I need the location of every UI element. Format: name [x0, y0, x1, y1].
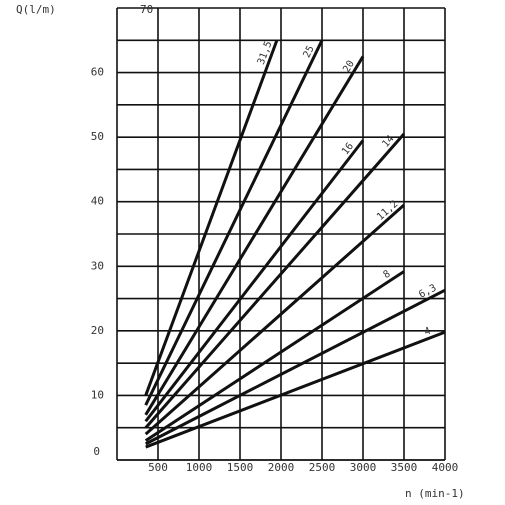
x-tick-label: 3000 [350, 461, 377, 474]
y-axis-title: Q(l/m) [16, 3, 56, 16]
x-axis-title: n (min-1) [405, 487, 465, 500]
x-tick-label: 2500 [309, 461, 336, 474]
y-tick-label: 30 [91, 259, 104, 272]
y-tick-label: 0 [93, 445, 100, 458]
series-line [144, 203, 405, 436]
series-label: 25 [302, 44, 317, 60]
series-line [144, 39, 279, 396]
series-label: 8 [382, 269, 393, 282]
series-line [144, 139, 365, 423]
y-tick-label: 60 [91, 66, 104, 79]
x-tick-label: 3500 [391, 461, 418, 474]
series-line [144, 132, 406, 429]
x-tick-label: 1000 [186, 461, 213, 474]
series-label: 20 [341, 59, 357, 75]
series-line [144, 55, 365, 416]
x-tick-label: 2000 [268, 461, 295, 474]
x-tick-label: 4000 [432, 461, 459, 474]
y-tick-label: 50 [91, 130, 104, 143]
series-line [144, 39, 324, 406]
y-tick-label: 20 [91, 324, 104, 337]
series-label: 4 [423, 326, 433, 338]
y-tick-label: 40 [91, 195, 104, 208]
series-line [144, 270, 405, 442]
x-tick-label: 1500 [227, 461, 254, 474]
series-line [145, 288, 446, 446]
series-line [145, 330, 446, 449]
y-tick-label: 70 [140, 3, 153, 16]
x-tick-label: 500 [148, 461, 168, 474]
series-label: 14 [380, 133, 396, 149]
y-tick-label: 10 [91, 388, 104, 401]
